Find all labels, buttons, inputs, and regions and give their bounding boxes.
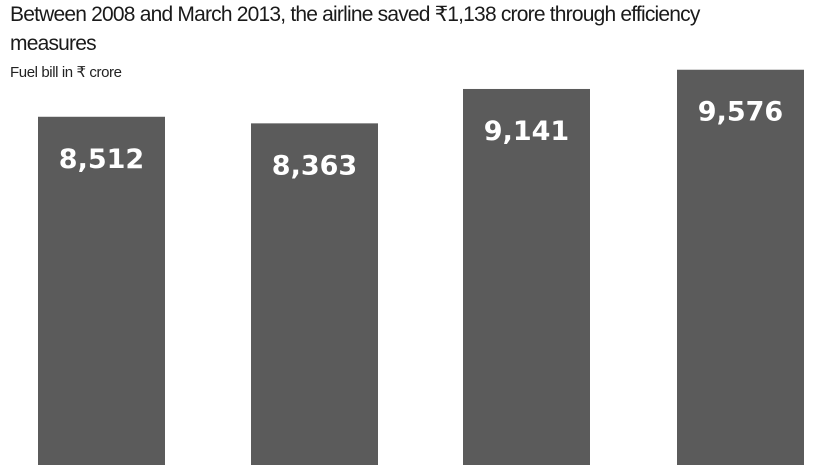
y-axis-label: Fuel bill in ₹ crore: [10, 64, 122, 81]
bar-value-label: 9,141: [484, 116, 569, 147]
bar-value-label: 8,512: [59, 144, 144, 175]
bar: [463, 88, 590, 465]
bar: [677, 69, 804, 465]
chart-title: Between 2008 and March 2013, the airline…: [10, 3, 700, 55]
bar: [251, 123, 378, 465]
bar-value-label: 9,576: [698, 97, 783, 128]
bar: [38, 116, 165, 465]
bar-value-label: 8,363: [272, 150, 357, 181]
